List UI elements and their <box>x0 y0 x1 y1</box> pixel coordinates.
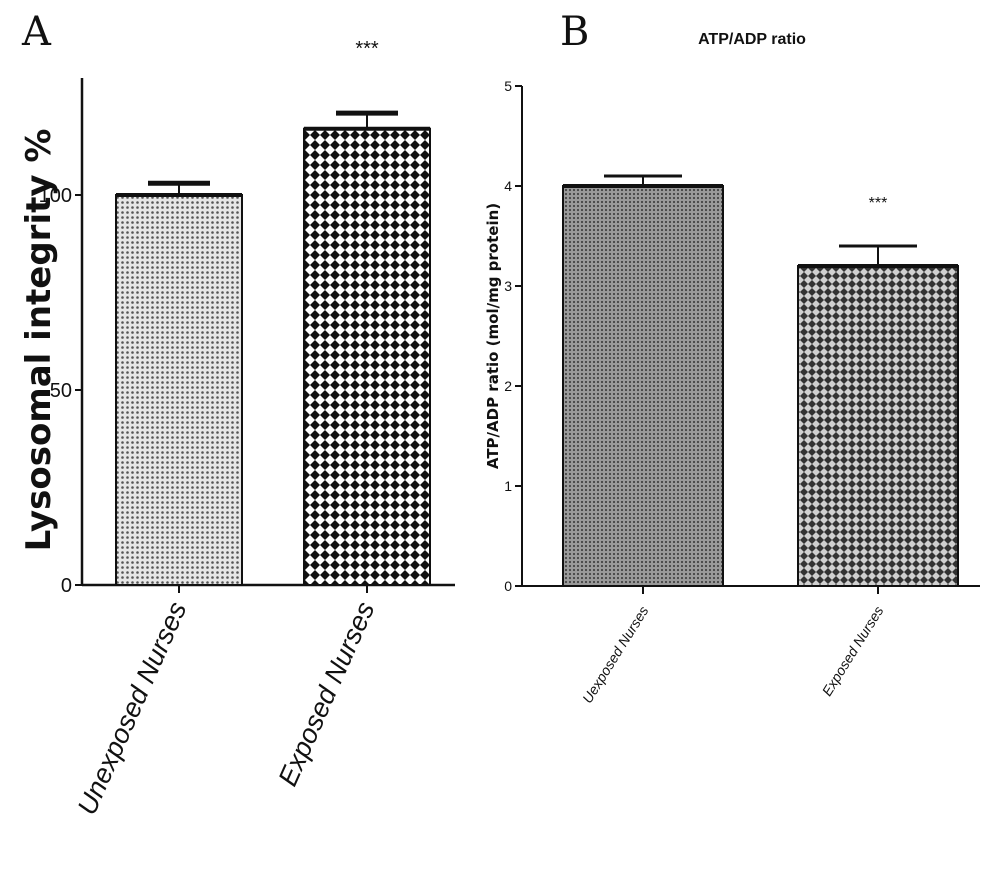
chart-b-ylabel: ATP/ADP ratio (mol/mg protein) <box>484 203 502 469</box>
y-tick-label: 0 <box>504 578 512 594</box>
significance-label: *** <box>869 195 888 212</box>
x-category-label: Exposed Nurses <box>819 603 887 699</box>
bar <box>115 194 243 586</box>
chart-b-bars: *** <box>562 174 959 587</box>
bar-group: *** <box>797 195 959 587</box>
y-tick-label: 50 <box>50 380 72 402</box>
y-tick-label: 3 <box>504 278 512 294</box>
bar <box>797 265 959 587</box>
y-tick-label: 4 <box>504 178 512 194</box>
chart-b-title: ATP/ADP ratio <box>698 31 806 48</box>
y-tick-label: 5 <box>504 78 512 94</box>
chart-a-ylabel: Lysosomal integrity % <box>19 129 59 552</box>
bar-group <box>562 174 724 587</box>
significance-label: *** <box>355 38 379 60</box>
bar <box>562 185 724 587</box>
y-tick-label: 100 <box>39 185 72 207</box>
x-category-label: Unexposed Nurses <box>72 597 193 819</box>
bar-group <box>115 180 243 586</box>
panel-letter-a: A <box>21 9 52 55</box>
x-category-label: Uexposed Nurses <box>579 603 652 706</box>
chart-a-bars: *** <box>115 38 431 586</box>
chart-b-tick-labels: 0 1 2 3 4 5 <box>504 78 512 594</box>
bar <box>303 127 431 586</box>
chart-a-category-labels: Unexposed Nurses Exposed Nurses <box>72 597 381 819</box>
chart-b: B ATP/ADP ratio ATP/ADP ratio (mol/mg pr… <box>484 9 980 706</box>
chart-b-category-labels: Uexposed Nurses Exposed Nurses <box>579 603 887 706</box>
bar-group: *** <box>303 38 431 586</box>
x-category-label: Exposed Nurses <box>272 597 380 790</box>
chart-a: A Lysosomal integrity % *** 0 50 100 Unexp… <box>19 9 455 819</box>
chart-a-tick-labels: 0 50 100 <box>39 185 72 597</box>
y-tick-label: 2 <box>504 378 512 394</box>
y-tick-label: 0 <box>61 575 72 597</box>
y-tick-label: 1 <box>504 478 512 494</box>
panel-letter-b: B <box>560 9 589 55</box>
